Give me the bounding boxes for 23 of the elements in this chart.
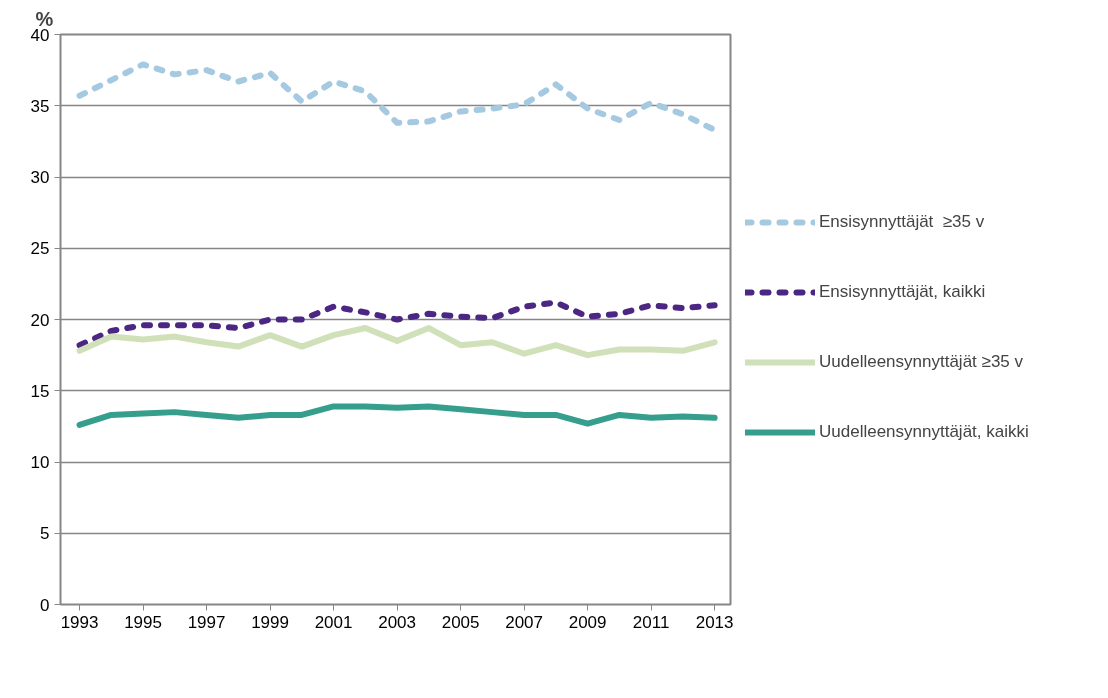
x-tick-label: 1995 <box>124 612 162 632</box>
x-tick-label: 2009 <box>568 612 607 632</box>
x-tick-label: 2001 <box>314 612 353 632</box>
legend-label: Ensisynnyttäjät ≥35 v <box>819 212 985 232</box>
y-tick-label: 30 <box>30 168 50 187</box>
legend-label: Uudelleensynnyttäjät, kaikki <box>819 422 1029 442</box>
y-tick-label: 35 <box>30 96 50 116</box>
y-tick-label: 15 <box>30 381 50 401</box>
y-tick-label: 5 <box>40 524 50 544</box>
x-tick-label: 2003 <box>378 612 417 632</box>
y-tick-label: 10 <box>30 453 50 472</box>
legend-label: Ensisynnyttäjät, kaikki <box>819 282 986 302</box>
legend-label: Uudelleensynnyttäjät ≥35 v <box>819 352 1024 372</box>
y-tick-label: 25 <box>30 239 50 259</box>
y-tick-label: 0 <box>40 595 50 615</box>
x-tick-label: 1993 <box>60 612 99 632</box>
y-tick-label: 20 <box>30 310 50 330</box>
x-tick-label: 2011 <box>632 612 670 632</box>
x-tick-label: 2005 <box>441 612 480 632</box>
x-tick-label: 1999 <box>251 612 289 632</box>
x-tick-label: 1997 <box>187 612 226 632</box>
x-tick-label: 2013 <box>695 612 734 632</box>
x-tick-label: 2007 <box>505 612 544 632</box>
